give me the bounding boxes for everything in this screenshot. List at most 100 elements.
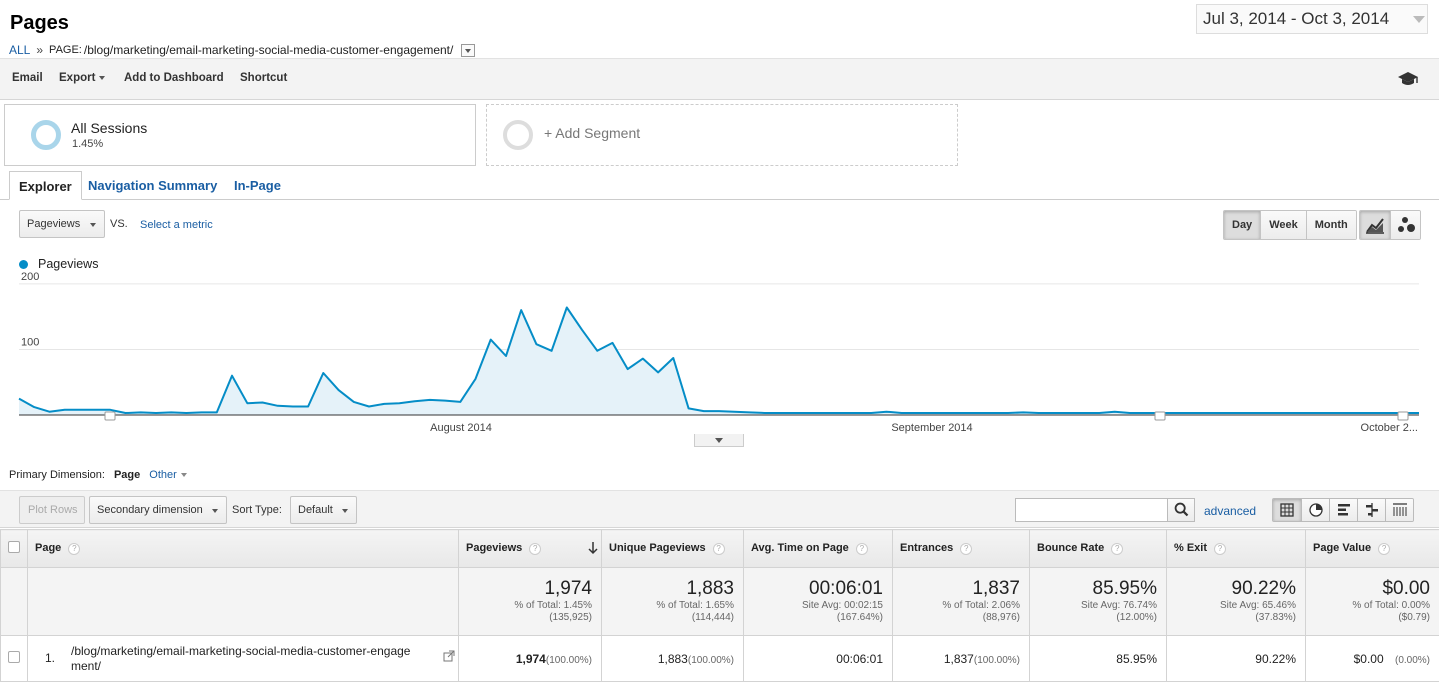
- breadcrumb-all-link[interactable]: ALL: [9, 43, 31, 57]
- totals-empty-cell: [0, 567, 28, 636]
- row-page-value: $0.00 (0.00%): [1305, 635, 1439, 682]
- pie-chart-icon: [1309, 503, 1323, 517]
- add-to-dashboard-button[interactable]: Add to Dashboard: [124, 72, 224, 84]
- select-metric-link[interactable]: Select a metric: [140, 219, 213, 231]
- breadcrumb: ALL » PAGE: /blog/marketing/email-market…: [9, 43, 476, 57]
- email-button[interactable]: Email: [12, 72, 43, 84]
- column-label: Entrances: [900, 542, 954, 555]
- column-header-page-value[interactable]: Page Value?: [1305, 529, 1439, 568]
- row-bounce-rate: 85.95%: [1029, 635, 1167, 682]
- week-button[interactable]: Week: [1260, 211, 1306, 239]
- total-value: 90.22%: [1231, 578, 1296, 599]
- chevron-down-icon: [212, 509, 218, 513]
- primary-dimension-page[interactable]: Page: [113, 469, 141, 481]
- total-exit: 90.22% Site Avg: 65.46% (37.83%): [1166, 567, 1306, 636]
- chevron-down-icon: [1413, 16, 1425, 23]
- data-view-button[interactable]: [1273, 499, 1301, 521]
- column-header-entrances[interactable]: Entrances?: [892, 529, 1030, 568]
- select-all-checkbox[interactable]: [8, 541, 20, 553]
- column-header-avg-time[interactable]: Avg. Time on Page?: [743, 529, 893, 568]
- row-value: 00:06:01: [836, 651, 883, 666]
- plot-rows-button[interactable]: Plot Rows: [19, 496, 85, 524]
- line-chart-button[interactable]: [1360, 211, 1390, 239]
- total-sub: (88,976): [982, 612, 1020, 623]
- open-page-icon[interactable]: [443, 650, 455, 662]
- total-page-value: $0.00 % of Total: 0.00% ($0.79): [1305, 567, 1439, 636]
- page-title: Pages: [10, 12, 69, 34]
- totals-empty-cell: [27, 567, 459, 636]
- tab-explorer[interactable]: Explorer: [9, 171, 82, 200]
- row-pct: (100.00%): [973, 654, 1020, 666]
- total-value: 1,837: [972, 578, 1020, 599]
- total-value: 85.95%: [1092, 578, 1157, 599]
- total-sub: (114,444): [691, 612, 734, 623]
- column-label: Unique Pageviews: [609, 542, 706, 555]
- vs-label: VS.: [110, 218, 128, 230]
- motion-chart-button[interactable]: [1390, 211, 1420, 239]
- y-tick-label: 200: [21, 272, 39, 283]
- help-icon[interactable]: ?: [529, 542, 542, 555]
- metric-select[interactable]: Pageviews: [19, 210, 105, 238]
- term-cloud-view-button[interactable]: [1385, 499, 1413, 521]
- total-sub: (37.83%): [1255, 612, 1296, 623]
- breadcrumb-page-prefix: PAGE:: [49, 44, 82, 56]
- add-segment-button[interactable]: + Add Segment: [486, 104, 958, 166]
- month-button[interactable]: Month: [1305, 211, 1356, 239]
- column-header-pageviews[interactable]: Pageviews?: [458, 529, 602, 568]
- x-tick-label: October 2...: [1361, 422, 1418, 434]
- chart-collapse-handle[interactable]: [694, 434, 744, 447]
- export-button[interactable]: Export: [59, 72, 106, 84]
- segment-all-sessions[interactable]: All Sessions 1.45%: [4, 104, 476, 166]
- row-value: 1,974: [515, 651, 546, 666]
- row-checkbox[interactable]: [8, 651, 20, 663]
- shortcut-button[interactable]: Shortcut: [240, 72, 288, 84]
- row-page-cell: 1. /blog/marketing/email-marketing-socia…: [27, 635, 459, 682]
- date-range-label: Jul 3, 2014 - Oct 3, 2014: [1203, 9, 1390, 28]
- table-row: 1. /blog/marketing/email-marketing-socia…: [0, 635, 1439, 682]
- help-icon[interactable]: ?: [855, 542, 868, 555]
- segment-ring-icon: [503, 120, 533, 150]
- table-search-input[interactable]: [1015, 498, 1168, 522]
- total-sub: Site Avg: 00:02:15: [802, 600, 883, 611]
- row-avg-time: 00:06:01: [743, 635, 893, 682]
- annotation-marker: [1154, 411, 1166, 421]
- help-icon[interactable]: ?: [1378, 542, 1391, 555]
- column-header-page[interactable]: Page?: [27, 529, 459, 568]
- row-page-link[interactable]: /blog/marketing/email-marketing-social-m…: [71, 644, 410, 674]
- grid-table-icon: [1280, 503, 1294, 517]
- column-header-unique-pageviews[interactable]: Unique Pageviews?: [601, 529, 744, 568]
- percentage-view-button[interactable]: [1301, 499, 1329, 521]
- advanced-filter-link[interactable]: advanced: [1204, 504, 1257, 518]
- search-button[interactable]: [1167, 498, 1195, 522]
- graduation-cap-icon[interactable]: [1397, 71, 1419, 87]
- sort-type-label: Sort Type:: [232, 504, 282, 516]
- chart-type-toggle: [1359, 210, 1421, 240]
- export-label: Export: [59, 72, 96, 84]
- row-pageviews: 1,974(100.00%): [458, 635, 602, 682]
- chevron-down-icon: [180, 473, 187, 478]
- breadcrumb-dropdown-icon[interactable]: [461, 43, 476, 57]
- secondary-dimension-select[interactable]: Secondary dimension: [89, 496, 227, 524]
- date-range-picker[interactable]: Jul 3, 2014 - Oct 3, 2014: [1196, 4, 1428, 34]
- primary-dimension-label: Primary Dimension:: [9, 469, 105, 481]
- help-icon[interactable]: ?: [1111, 542, 1124, 555]
- row-pct: (100.00%): [545, 654, 592, 666]
- help-icon[interactable]: ?: [960, 542, 973, 555]
- help-icon[interactable]: ?: [68, 542, 81, 555]
- total-value: 00:06:01: [809, 578, 883, 599]
- help-icon[interactable]: ?: [1214, 542, 1227, 555]
- primary-dimension-other[interactable]: Other: [149, 469, 187, 481]
- help-icon[interactable]: ?: [712, 542, 725, 555]
- bubble-chart-icon: [1398, 217, 1415, 232]
- row-value: 90.22%: [1255, 651, 1296, 666]
- y-tick-label: 100: [21, 336, 39, 348]
- tab-in-page[interactable]: In-Page: [234, 178, 281, 193]
- sort-type-select[interactable]: Default: [290, 496, 357, 524]
- performance-view-button[interactable]: [1329, 499, 1357, 521]
- column-header-bounce-rate[interactable]: Bounce Rate?: [1029, 529, 1167, 568]
- x-tick-label: September 2014: [891, 422, 972, 434]
- day-button[interactable]: Day: [1224, 211, 1261, 239]
- tab-navigation-summary[interactable]: Navigation Summary: [88, 178, 218, 193]
- column-header-exit[interactable]: % Exit?: [1166, 529, 1306, 568]
- comparison-view-button[interactable]: [1357, 499, 1385, 521]
